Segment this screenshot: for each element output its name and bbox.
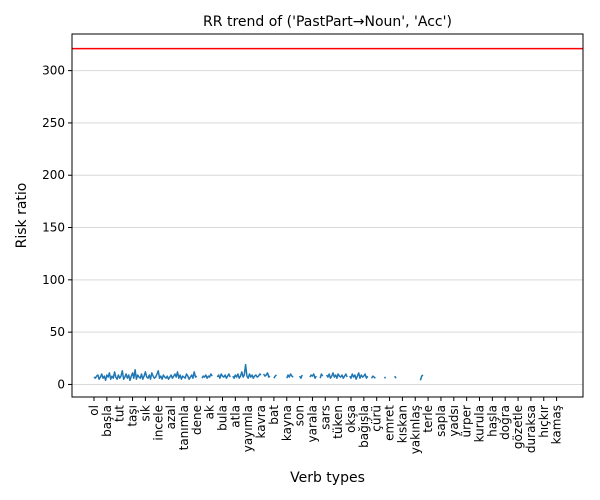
x-tick-label: okşa xyxy=(344,405,358,433)
x-tick-label: dene xyxy=(190,405,204,435)
x-tick-label: doğra xyxy=(498,405,512,440)
x-tick-label: son xyxy=(293,405,307,426)
y-tick-label: 150 xyxy=(42,221,65,235)
x-tick-label: incele xyxy=(151,405,165,441)
y-axis-ticks: 0 50 100 150 200 250 300 xyxy=(42,64,72,391)
series-line-segment xyxy=(232,363,262,379)
x-tick-label: kurula xyxy=(473,405,487,442)
grid-lines xyxy=(72,70,583,385)
series-line-segment xyxy=(262,372,271,378)
series-line-segment xyxy=(394,375,397,379)
y-tick-label: 250 xyxy=(42,116,65,130)
series-line-segment xyxy=(383,376,387,379)
x-tick-label: tanımla xyxy=(177,405,191,450)
x-tick-label: ak xyxy=(203,405,217,419)
x-tick-label: sars xyxy=(318,405,332,430)
x-tick-label: tüken xyxy=(331,405,345,439)
series-line-segment xyxy=(349,372,369,380)
x-tick-label: yadsı xyxy=(447,405,461,437)
x-tick-label: azal xyxy=(164,405,178,429)
y-tick-label: 300 xyxy=(42,64,65,78)
chart-title: RR trend of ('PastPart→Noun', 'Acc') xyxy=(203,14,452,30)
series-line-segment xyxy=(370,375,376,379)
x-tick-label: yarala xyxy=(305,405,319,442)
x-tick-label: bağışla xyxy=(357,405,371,448)
x-tick-label: kamaş xyxy=(550,405,564,444)
series-line-segment xyxy=(273,374,277,379)
series-line-segment xyxy=(325,372,348,379)
series-line-segment xyxy=(298,374,303,379)
x-tick-label: haşla xyxy=(485,405,499,437)
y-tick-label: 50 xyxy=(50,325,65,339)
x-tick-label: sapla xyxy=(434,405,448,437)
series-line-segment xyxy=(216,373,231,379)
series-line-segment xyxy=(309,373,317,379)
x-tick-label: taşı xyxy=(126,405,140,427)
x-tick-label: çürü xyxy=(370,405,384,432)
x-tick-label: terle xyxy=(421,405,435,433)
series-line-segment xyxy=(319,373,324,379)
y-tick-label: 100 xyxy=(42,273,65,287)
y-tick-label: 200 xyxy=(42,168,65,182)
plot-frame xyxy=(71,33,584,398)
x-tick-label: emret xyxy=(383,405,397,441)
x-tick-label: yayımla xyxy=(241,405,255,452)
x-tick-label: hıçkır xyxy=(537,405,551,438)
x-tick-label: kayna xyxy=(280,405,294,441)
series-line-segment xyxy=(93,369,198,382)
y-tick-label: 0 xyxy=(57,377,65,391)
x-tick-label: bula xyxy=(216,405,230,431)
x-tick-label: yakınlaş xyxy=(408,405,422,454)
x-tick-label: kıskan xyxy=(395,405,409,443)
x-tick-label: bat xyxy=(267,405,281,425)
x-tick-label: duraksa xyxy=(524,405,538,453)
x-tick-label: başla xyxy=(100,405,114,437)
series-layer xyxy=(93,363,424,382)
x-tick-label: ol xyxy=(87,405,101,416)
series-line-segment xyxy=(419,374,424,381)
series-line-segment xyxy=(286,373,294,379)
x-axis-ticks: olbaşlatuttaşısıkinceleazaltanımladeneak… xyxy=(87,397,564,454)
x-tick-label: kavra xyxy=(254,405,268,438)
x-tick-label: atla xyxy=(228,405,242,428)
x-tick-label: gözetle xyxy=(511,405,525,449)
x-tick-label: tut xyxy=(113,405,127,422)
x-tick-label: ürper xyxy=(460,405,474,438)
series-line-segment xyxy=(201,373,213,379)
x-axis-title: Verb types xyxy=(290,470,365,486)
x-tick-label: sık xyxy=(138,405,152,422)
y-axis-title: Risk ratio xyxy=(14,183,30,249)
